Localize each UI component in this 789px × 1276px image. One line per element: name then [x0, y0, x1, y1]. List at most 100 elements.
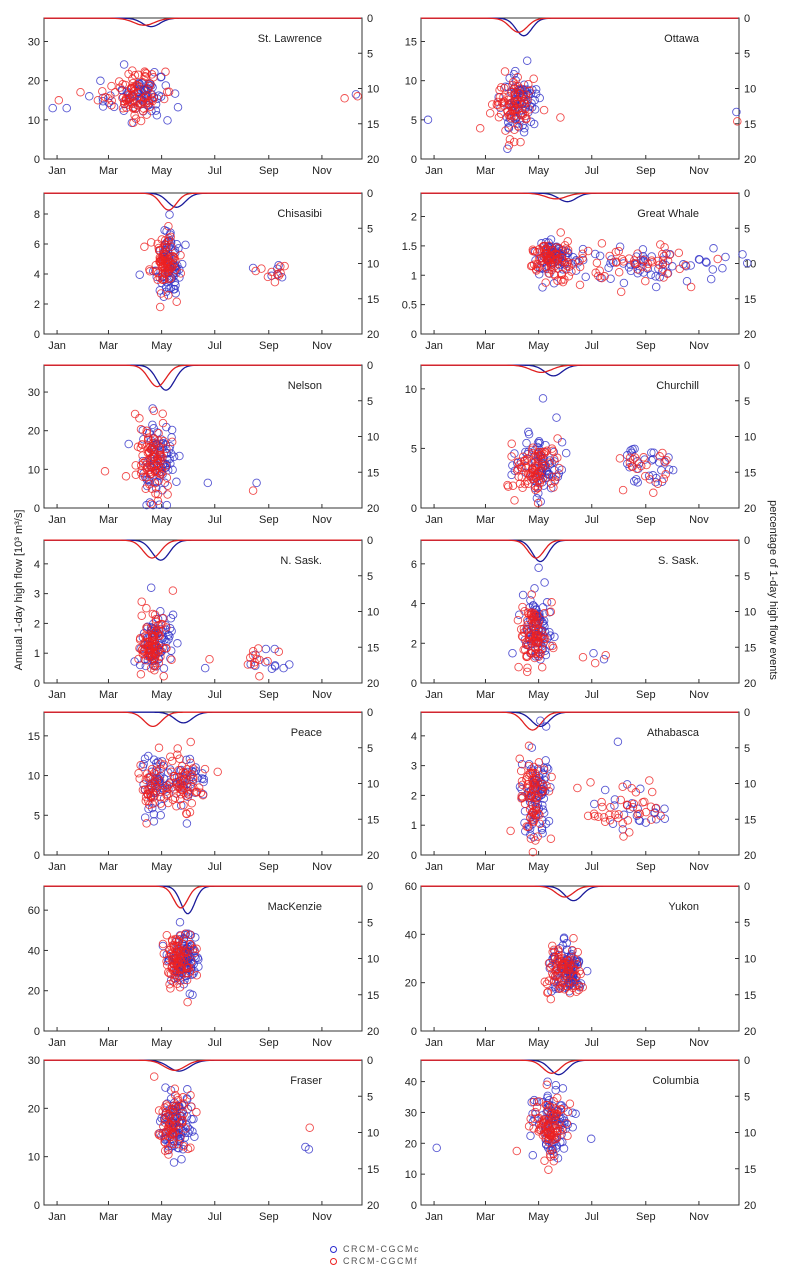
point-crcm-cgcmf — [515, 89, 525, 99]
point-crcm-cgcmf — [615, 454, 625, 463]
x-tick-label: Jan — [425, 340, 443, 352]
point-crcm-cgcmf — [93, 95, 103, 105]
point-crcm-cgcmf — [250, 658, 259, 667]
y-tick-label: 0.5 — [402, 300, 417, 312]
legend-marker-crcm-cgcmc — [330, 1245, 337, 1253]
point-crcm-cgcmf — [526, 770, 536, 779]
point-crcm-cgcmc — [534, 563, 543, 573]
point-crcm-cgcmf — [547, 772, 556, 782]
panel-athabasca: 0 1 2 3 4 0 5 10 15 20 Jan Mar May Jul Sep Nov Athabasca — [411, 707, 756, 873]
point-crcm-cgcmc — [98, 102, 108, 111]
point-crcm-cgcmf — [556, 228, 565, 237]
point-crcm-cgcmf — [161, 67, 170, 77]
panel-title: N. Sask. — [280, 555, 322, 567]
point-crcm-cgcmf — [639, 453, 648, 462]
point-crcm-cgcmf — [128, 103, 138, 112]
point-crcm-cgcmf — [142, 426, 151, 436]
x-tick-label: Sep — [636, 1211, 656, 1223]
point-crcm-cgcmf — [495, 85, 504, 95]
point-crcm-cgcmf — [564, 272, 574, 281]
point-crcm-cgcmc — [190, 1132, 199, 1142]
point-crcm-cgcmf — [516, 766, 526, 776]
right-tick-label: 0 — [744, 360, 750, 372]
point-crcm-cgcmf — [255, 672, 264, 681]
point-crcm-cgcmf — [514, 662, 523, 672]
right-tick-label: 10 — [744, 607, 756, 619]
x-tick-label: Sep — [636, 340, 656, 352]
point-crcm-cgcmf — [540, 977, 550, 987]
point-crcm-cgcmf — [674, 248, 684, 258]
x-tick-label: Jul — [208, 1037, 222, 1049]
y-tick-label: 0 — [34, 1026, 40, 1038]
point-crcm-cgcmf — [539, 638, 548, 648]
point-crcm-cgcmf — [185, 940, 195, 949]
point-crcm-cgcmf — [578, 253, 587, 263]
point-crcm-cgcmf — [513, 81, 523, 91]
x-tick-label: Sep — [259, 861, 279, 873]
point-crcm-cgcmf — [531, 485, 540, 495]
x-tick-label: Sep — [636, 165, 656, 177]
point-crcm-cgcmf — [521, 90, 531, 100]
right-tick-label: 0 — [744, 188, 750, 200]
point-crcm-cgcmf — [167, 767, 176, 777]
point-crcm-cgcmc — [743, 258, 752, 268]
point-crcm-cgcmc — [522, 438, 531, 448]
point-crcm-cgcmf — [544, 1165, 553, 1174]
right-tick-label: 0 — [367, 360, 373, 372]
point-crcm-cgcmc — [279, 663, 288, 673]
point-crcm-cgcmf — [196, 788, 206, 797]
right-tick-label: 5 — [744, 48, 750, 60]
point-crcm-cgcmc — [604, 263, 613, 272]
point-crcm-cgcmc — [619, 278, 629, 288]
point-crcm-cgcmc — [508, 648, 517, 658]
point-crcm-cgcmf — [599, 813, 609, 822]
point-crcm-cgcmf — [166, 1124, 175, 1133]
point-crcm-cgcmf — [179, 1109, 188, 1119]
point-crcm-cgcmf — [528, 443, 538, 452]
panel-frame — [43, 364, 363, 509]
point-crcm-cgcmf — [540, 609, 549, 618]
point-crcm-cgcmf — [172, 297, 181, 306]
point-crcm-cgcmf — [618, 782, 627, 792]
point-crcm-cgcmc — [559, 933, 569, 943]
point-crcm-cgcmc — [695, 255, 704, 264]
point-crcm-cgcmf — [164, 221, 173, 231]
point-crcm-cgcmf — [263, 656, 272, 666]
point-crcm-cgcmf — [557, 275, 566, 285]
point-crcm-cgcmc — [149, 809, 159, 819]
point-crcm-cgcmf — [177, 968, 187, 978]
point-crcm-cgcmf — [169, 1131, 178, 1140]
point-crcm-cgcmf — [530, 653, 539, 663]
panel-title: Great Whale — [637, 208, 699, 220]
point-crcm-cgcmc — [546, 783, 555, 792]
right-tick-label: 5 — [367, 396, 373, 408]
point-crcm-cgcmf — [510, 90, 520, 100]
point-crcm-cgcmc — [135, 660, 145, 670]
point-crcm-cgcmf — [186, 1143, 195, 1152]
point-crcm-cgcmf — [617, 254, 627, 264]
point-crcm-cgcmf — [594, 812, 603, 821]
point-crcm-cgcmf — [150, 478, 160, 488]
y-tick-label: 15 — [405, 37, 417, 49]
point-crcm-cgcmf — [613, 813, 623, 823]
point-crcm-cgcmf — [155, 302, 165, 312]
point-crcm-cgcmf — [189, 772, 198, 782]
distribution-curve-crcm-cgcmf — [44, 364, 362, 388]
x-tick-label: Nov — [312, 1211, 332, 1223]
x-tick-label: Jul — [585, 514, 599, 526]
x-tick-label: Jul — [585, 861, 599, 873]
point-crcm-cgcmf — [733, 117, 742, 126]
point-crcm-cgcmf — [159, 760, 169, 769]
x-tick-label: Nov — [689, 861, 709, 873]
panel-mackenzie: 0 20 40 60 0 5 10 15 20 Jan Mar May Jul Sep Nov MacKenz… — [28, 881, 380, 1049]
x-tick-label: Jan — [48, 1037, 66, 1049]
point-crcm-cgcmf — [493, 101, 503, 110]
point-crcm-cgcmf — [141, 792, 151, 802]
point-crcm-cgcmf — [529, 778, 538, 788]
point-crcm-cgcmf — [556, 1105, 566, 1114]
point-crcm-cgcmc — [518, 590, 528, 600]
point-crcm-cgcmf — [183, 997, 192, 1007]
point-crcm-cgcmf — [554, 463, 564, 473]
point-crcm-cgcmf — [158, 939, 168, 949]
point-crcm-cgcmf — [176, 963, 186, 972]
